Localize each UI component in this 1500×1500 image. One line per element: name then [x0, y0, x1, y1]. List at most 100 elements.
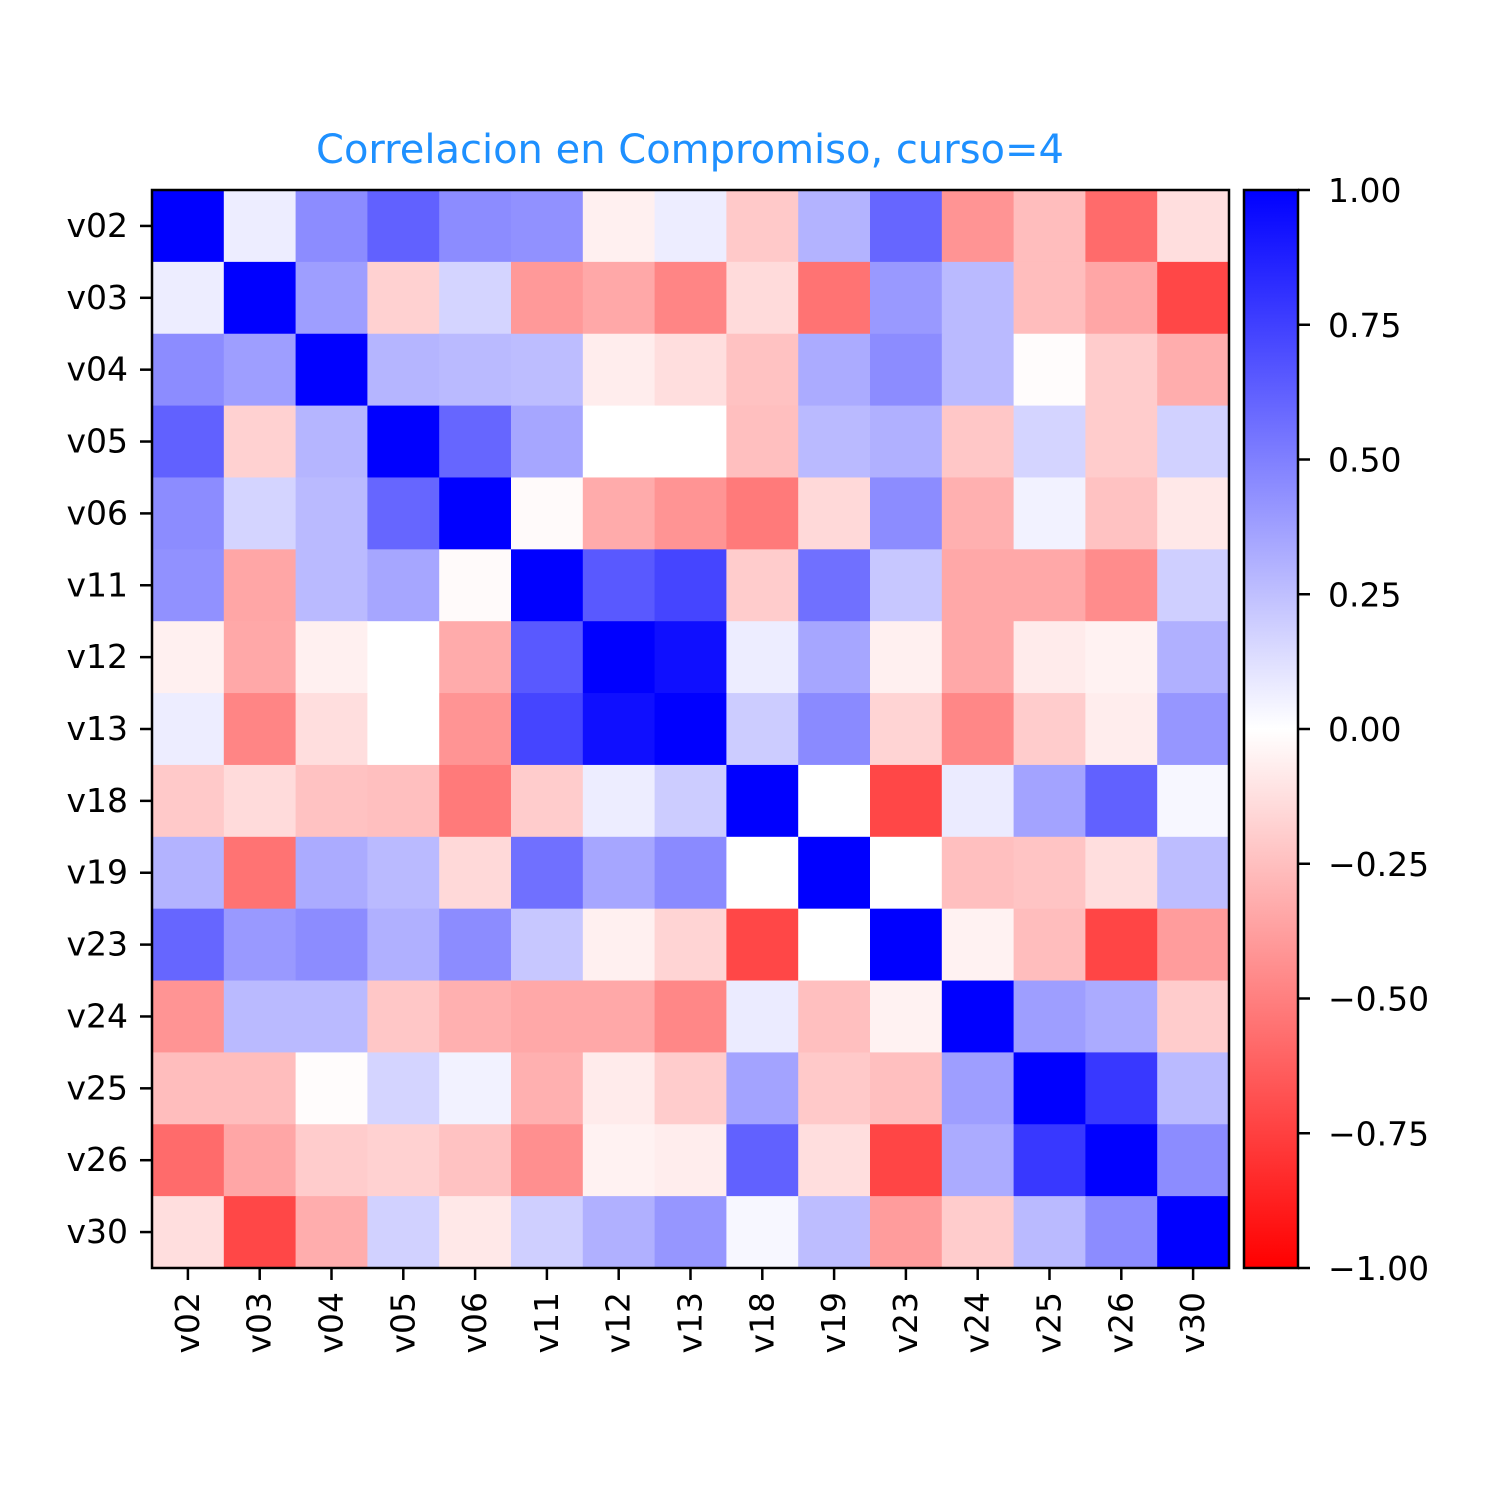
colorbar-tick-label: −0.50	[1328, 980, 1429, 1019]
x-tick-label: v02	[168, 1292, 207, 1354]
y-tick-label: v18	[66, 781, 128, 820]
x-tick-label: v12	[599, 1292, 638, 1354]
heatmap-cell	[1157, 261, 1230, 335]
heatmap-cell	[941, 836, 1015, 910]
heatmap-cell	[295, 836, 368, 910]
heatmap-cell	[870, 405, 943, 479]
heatmap-cell	[654, 261, 727, 335]
heatmap-cell	[511, 1124, 584, 1197]
y-tick-label: v05	[66, 422, 128, 461]
heatmap-cell	[367, 477, 440, 550]
heatmap-cell	[870, 477, 943, 550]
heatmap-cell	[511, 908, 584, 982]
heatmap-cell	[1013, 1052, 1086, 1125]
heatmap-cell	[798, 1052, 871, 1125]
y-tick-label: v04	[66, 350, 128, 389]
heatmap-cell	[798, 980, 871, 1053]
heatmap-cell	[439, 1196, 512, 1269]
y-tick-label: v06	[66, 493, 128, 532]
heatmap-cell	[726, 621, 799, 694]
heatmap-cell	[295, 908, 368, 982]
heatmap-cell	[367, 693, 440, 766]
heatmap-cell	[798, 261, 871, 335]
heatmap-cell	[726, 333, 799, 407]
y-tick-label: v02	[66, 206, 128, 245]
colorbar-tick-label: 0.75	[1328, 306, 1401, 345]
heatmap-cell	[1085, 190, 1158, 263]
heatmap-cell	[1013, 1196, 1086, 1269]
y-tick-label: v03	[66, 278, 128, 317]
heatmap-cell	[870, 908, 943, 982]
heatmap-cell	[152, 405, 225, 479]
colorbar-tick-label: 0.50	[1328, 441, 1401, 480]
x-tick-label: v13	[671, 1292, 710, 1354]
heatmap-cell	[582, 477, 656, 550]
heatmap-cell	[654, 908, 727, 982]
heatmap-cell	[439, 1052, 512, 1125]
heatmap-cell	[367, 333, 440, 407]
heatmap-cell	[439, 836, 512, 910]
heatmap-cell	[1157, 190, 1230, 263]
heatmap-cell	[941, 190, 1015, 263]
heatmap-cell	[295, 477, 368, 550]
heatmap-cell	[582, 836, 656, 910]
heatmap-cell	[798, 333, 871, 407]
heatmap-cell	[1157, 980, 1230, 1053]
heatmap-cell	[439, 405, 512, 479]
heatmap-cell	[1085, 980, 1158, 1053]
heatmap-cell	[295, 693, 368, 766]
heatmap-cell	[439, 980, 512, 1053]
heatmap-cell	[654, 477, 727, 550]
heatmap-cell	[1013, 1124, 1086, 1197]
heatmap-cell	[582, 1196, 656, 1269]
x-tick-label: v19	[814, 1292, 853, 1354]
heatmap-cell	[511, 980, 584, 1053]
heatmap-cell	[941, 477, 1015, 550]
heatmap-cell	[439, 1124, 512, 1197]
heatmap-cell	[223, 908, 297, 982]
heatmap-cell	[152, 1124, 225, 1197]
heatmap-cell	[439, 764, 512, 838]
heatmap-cell	[1013, 549, 1086, 622]
x-tick-label: v24	[958, 1292, 997, 1354]
heatmap-cell	[152, 621, 225, 694]
x-tick-label: v06	[455, 1292, 494, 1354]
heatmap-cell	[726, 1052, 799, 1125]
colorbar-tick-label: 0.25	[1328, 575, 1401, 614]
y-tick-label: v11	[66, 565, 128, 604]
heatmap-cell	[295, 549, 368, 622]
heatmap-cell	[223, 764, 297, 838]
x-tick-label: v05	[383, 1292, 422, 1354]
heatmap-cell	[439, 549, 512, 622]
heatmap-cell	[726, 1196, 799, 1269]
heatmap-cell	[1085, 836, 1158, 910]
heatmap-cell	[1085, 549, 1158, 622]
heatmap-cell	[1013, 333, 1086, 407]
heatmap-cell	[295, 190, 368, 263]
heatmap-cell	[439, 190, 512, 263]
heatmap-cell	[798, 190, 871, 263]
x-axis-ticks: v02 v03 v04 v05 v06 v11 v12 v13 v18 v19 v23 v24 v25 v…	[168, 1268, 1212, 1354]
heatmap-cell	[367, 405, 440, 479]
colorbar-tick-label: −0.75	[1328, 1114, 1429, 1153]
heatmap-cell	[1157, 1052, 1230, 1125]
heatmap-cell	[726, 549, 799, 622]
colorbar	[1242, 188, 1300, 1270]
heatmap-cell	[367, 836, 440, 910]
heatmap-cell	[941, 1196, 1015, 1269]
colorbar-tick-label: −1.00	[1328, 1249, 1429, 1288]
x-tick-label: v18	[742, 1292, 781, 1354]
heatmap-cell	[870, 549, 943, 622]
heatmap-cell	[870, 190, 943, 263]
x-tick-label: v03	[240, 1292, 279, 1354]
heatmap-cell	[223, 693, 297, 766]
heatmap-cell	[1157, 836, 1230, 910]
heatmap-cell	[582, 333, 656, 407]
heatmap-cell	[941, 405, 1015, 479]
y-tick-label: v24	[66, 996, 128, 1035]
heatmap-cell	[798, 1124, 871, 1197]
y-tick-label: v12	[66, 637, 128, 676]
heatmap-cell	[582, 1124, 656, 1197]
heatmap-cell	[798, 908, 871, 982]
heatmap-cell	[654, 190, 727, 263]
